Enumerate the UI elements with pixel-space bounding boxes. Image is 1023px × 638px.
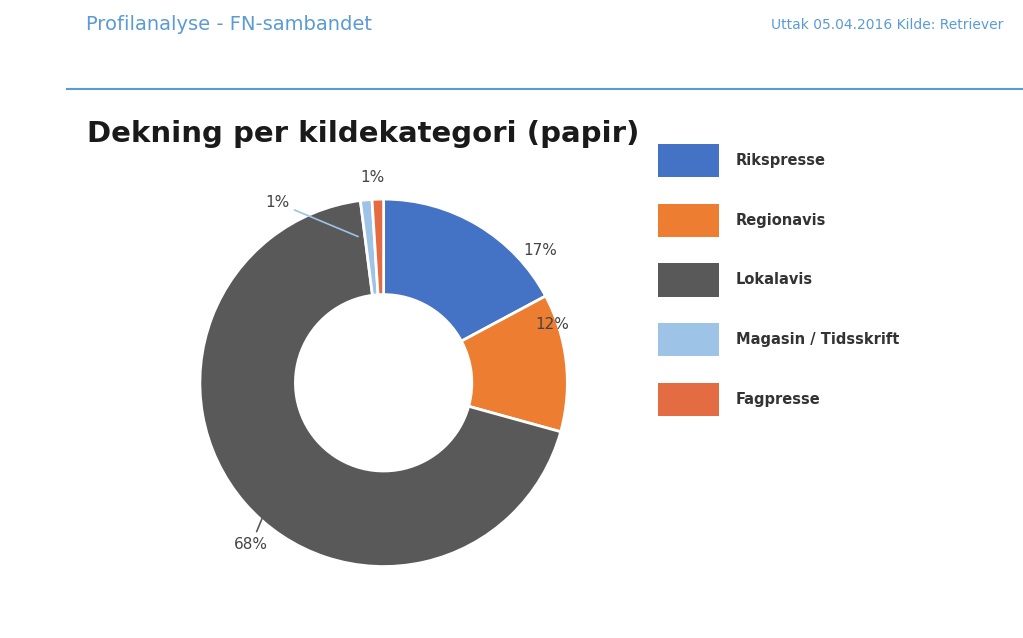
Text: Dekning per kildekategori (papir): Dekning per kildekategori (papir) <box>87 120 639 148</box>
Text: Magasin / Tidsskrift: Magasin / Tidsskrift <box>736 332 899 347</box>
Wedge shape <box>360 200 379 295</box>
Text: 1%: 1% <box>360 170 385 184</box>
Text: 68%: 68% <box>234 486 275 552</box>
Text: 12%: 12% <box>531 316 570 362</box>
Text: Fagpresse: Fagpresse <box>736 392 820 407</box>
FancyBboxPatch shape <box>658 383 719 416</box>
Wedge shape <box>461 296 568 432</box>
FancyBboxPatch shape <box>658 144 719 177</box>
Text: 17%: 17% <box>523 243 557 258</box>
Text: 1%: 1% <box>265 195 358 237</box>
FancyBboxPatch shape <box>658 323 719 356</box>
Wedge shape <box>384 199 545 341</box>
FancyBboxPatch shape <box>658 204 719 237</box>
Wedge shape <box>372 199 384 295</box>
Text: Uttak 05.04.2016 Kilde: Retriever: Uttak 05.04.2016 Kilde: Retriever <box>771 18 1004 32</box>
Wedge shape <box>199 200 561 567</box>
Text: Rikspresse: Rikspresse <box>736 153 826 168</box>
Text: Profilanalyse - FN-sambandet: Profilanalyse - FN-sambandet <box>86 15 371 34</box>
Text: Regionavis: Regionavis <box>736 212 826 228</box>
FancyBboxPatch shape <box>658 263 719 297</box>
Text: Lokalavis: Lokalavis <box>736 272 812 288</box>
